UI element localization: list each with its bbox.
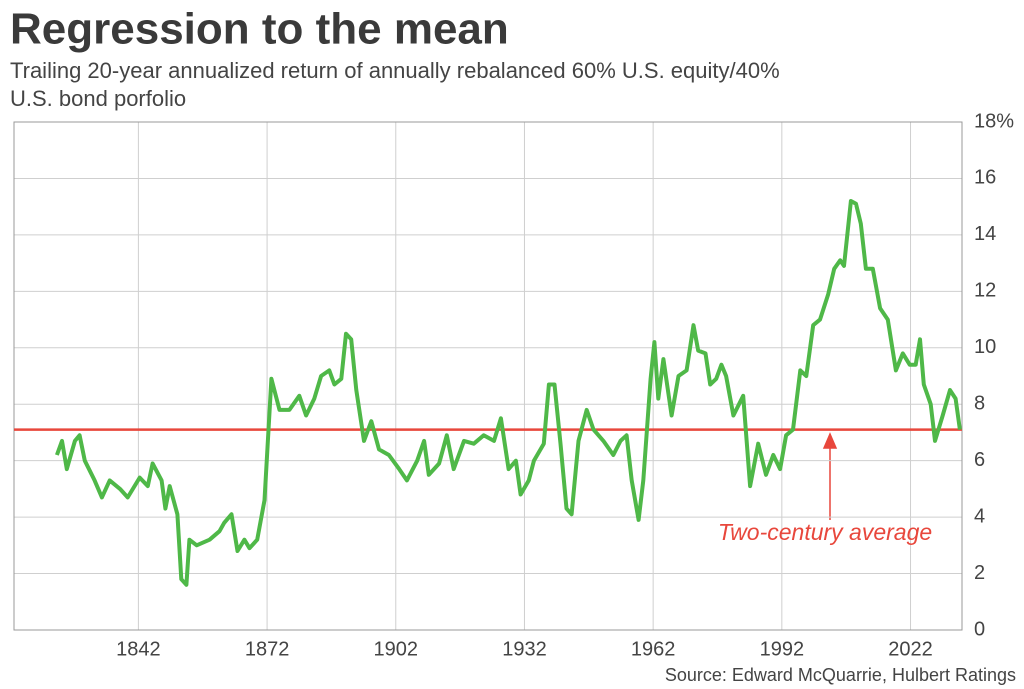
y-tick-label: 18% [974, 110, 1014, 132]
y-tick-label: 2 [974, 562, 985, 584]
y-tick-label: 4 [974, 505, 985, 527]
x-tick-label: 1842 [116, 638, 161, 660]
y-tick-label: 10 [974, 336, 996, 358]
annotation-arrow [822, 432, 838, 520]
y-tick-label: 6 [974, 449, 985, 471]
plot-frame [13, 121, 963, 631]
y-tick-label: 14 [974, 223, 996, 245]
x-tick-label: 1992 [760, 638, 805, 660]
x-tick-label: 1872 [245, 638, 290, 660]
y-tick-label: 16 [974, 167, 996, 189]
y-tick-label: 12 [974, 280, 996, 302]
source: Source: Edward McQuarrie, Hulbert Rating… [665, 665, 1016, 685]
chart-subtitle: Trailing 20-year annualized return of an… [10, 58, 780, 83]
data-line [55, 199, 962, 587]
y-tick-label: 0 [974, 618, 985, 640]
x-tick-label: 1932 [502, 638, 547, 660]
x-tick-label: 2022 [888, 638, 933, 660]
chart-title: Regression to the mean [10, 5, 509, 54]
x-tick-label: 1902 [374, 638, 419, 660]
y-tick-label: 8 [974, 393, 985, 415]
annotation: Two-century average [718, 519, 932, 545]
x-tick-label: 1962 [631, 638, 676, 660]
chart-subtitle: U.S. bond porfolio [10, 86, 186, 111]
